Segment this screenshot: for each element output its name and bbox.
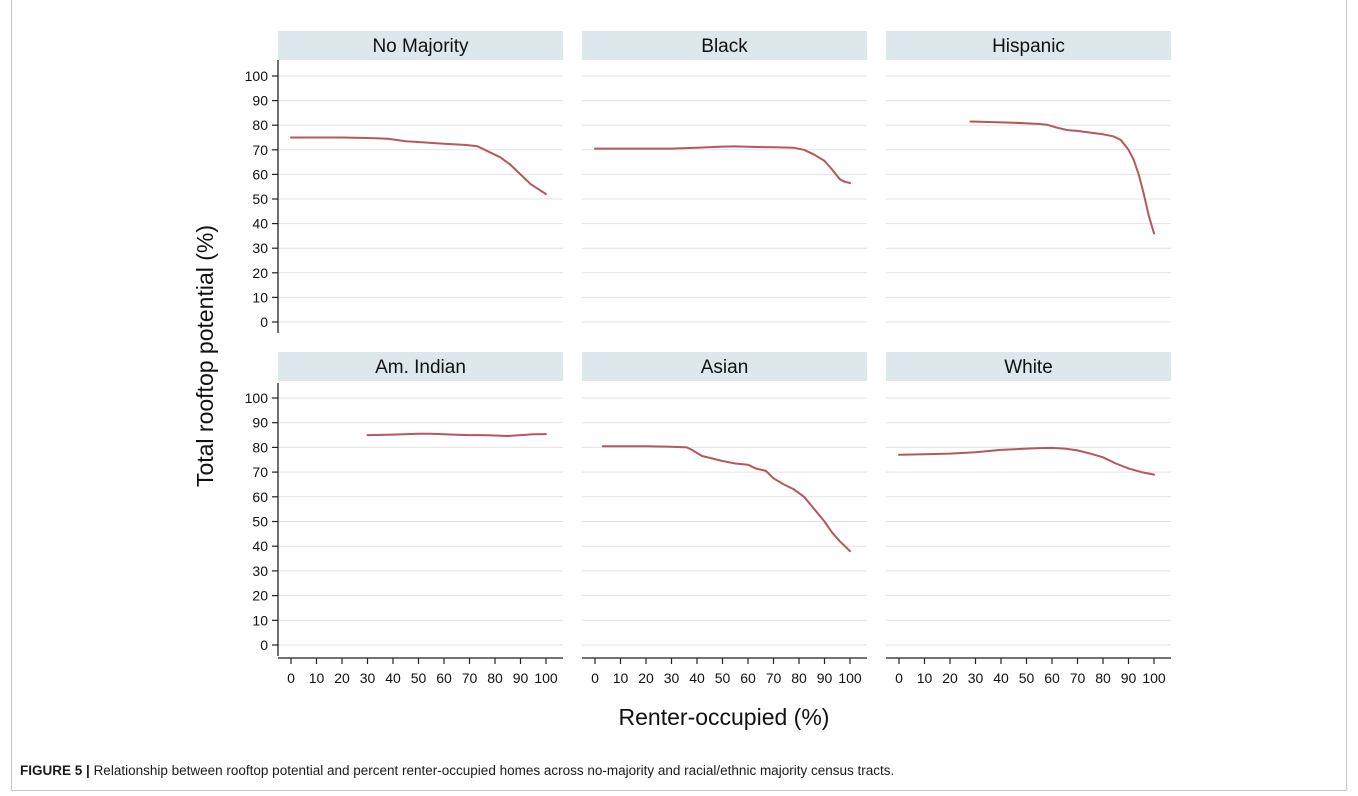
y-tick-label: 10: [252, 612, 268, 628]
y-tick-label: 100: [245, 68, 269, 84]
x-tick-label: 50: [1019, 670, 1035, 686]
y-tick-label: 20: [252, 588, 268, 604]
y-tick-label: 100: [245, 390, 269, 406]
panel-title: No Majority: [372, 36, 469, 57]
x-tick-label: 100: [534, 670, 558, 686]
x-tick-label: 100: [838, 670, 862, 686]
x-tick-label: 60: [740, 670, 756, 686]
x-tick-label: 60: [1044, 670, 1060, 686]
y-tick-label: 60: [252, 489, 268, 505]
panel-title: White: [1004, 357, 1053, 378]
x-tick-label: 90: [1121, 670, 1137, 686]
y-tick-label: 30: [252, 563, 268, 579]
x-tick-label: 50: [715, 670, 731, 686]
figure-caption: FIGURE 5 | Relationship between rooftop …: [20, 763, 1340, 778]
y-tick-label: 0: [260, 314, 268, 330]
panel-title: Am. Indian: [375, 357, 466, 378]
y-tick-label: 40: [252, 538, 268, 554]
figure-caption-label: FIGURE 5 |: [20, 763, 90, 778]
y-tick-label: 50: [252, 191, 268, 207]
panel-strip: [582, 352, 867, 381]
series-line: [594, 145, 851, 184]
figure-caption-text: Relationship between rooftop potential a…: [93, 763, 895, 778]
y-tick-label: 60: [252, 166, 268, 182]
x-tick-label: 70: [766, 670, 782, 686]
y-axis-label: Total rooftop potential (%): [192, 225, 218, 487]
x-tick-label: 0: [591, 670, 599, 686]
x-tick-label: 90: [513, 670, 529, 686]
series-line: [969, 120, 1155, 235]
panel-title: Black: [701, 36, 748, 57]
panel-strip: [278, 31, 563, 60]
x-tick-label: 30: [968, 670, 984, 686]
x-tick-label: 30: [360, 670, 376, 686]
x-tick-label: 40: [993, 670, 1009, 686]
series-line: [601, 445, 851, 553]
x-tick-label: 50: [411, 670, 427, 686]
panel-title: Asian: [701, 357, 749, 378]
y-tick-label: 40: [252, 216, 268, 232]
x-tick-label: 20: [942, 670, 958, 686]
y-tick-label: 30: [252, 240, 268, 256]
x-tick-label: 70: [462, 670, 478, 686]
x-tick-label: 20: [638, 670, 654, 686]
x-tick-label: 40: [385, 670, 401, 686]
y-tick-label: 70: [252, 464, 268, 480]
x-axis-label: Renter-occupied (%): [619, 704, 830, 730]
x-tick-label: 10: [309, 670, 325, 686]
x-tick-label: 40: [689, 670, 705, 686]
series-line: [290, 136, 547, 196]
x-tick-label: 80: [1095, 670, 1111, 686]
panel-asian: Asian 0 10 20 30 40 50 60 70 80 90 100: [582, 352, 867, 686]
series-line: [366, 432, 547, 437]
x-tick-label: 20: [334, 670, 350, 686]
panel-strip: [886, 352, 1171, 381]
y-tick-label: 90: [252, 93, 268, 109]
y-tick-label: 0: [260, 637, 268, 653]
panel-white: White 0 10 20 30 40 50 60 70 80 90 100: [886, 352, 1171, 686]
x-tick-label: 10: [613, 670, 629, 686]
y-tick-label: 50: [252, 514, 268, 530]
y-tick-label: 80: [252, 117, 268, 133]
x-tick-label: 0: [287, 670, 295, 686]
x-tick-label: 0: [895, 670, 903, 686]
panel-no-majority: No Majority 0 10 20 30 40 50 60 70 80 90 100: [245, 31, 563, 333]
panel-hispanic: Hispanic: [886, 31, 1171, 323]
x-tick-label: 80: [791, 670, 807, 686]
y-tick-label: 20: [252, 265, 268, 281]
panel-strip: [886, 31, 1171, 60]
x-tick-label: 100: [1142, 670, 1166, 686]
y-tick-label: 90: [252, 415, 268, 431]
x-tick-label: 80: [487, 670, 503, 686]
y-tick-label: 70: [252, 142, 268, 158]
x-tick-label: 30: [664, 670, 680, 686]
series-line: [898, 446, 1155, 476]
panel-strip: [582, 31, 867, 60]
panel-am-indian: Am. Indian 0 10 20 30 40 50 60 70 80 90 100 0 10 20 30 4…: [245, 352, 563, 686]
panel-black: Black: [582, 31, 867, 323]
x-tick-label: 10: [917, 670, 933, 686]
figure-frame: [11, 0, 1347, 791]
y-tick-label: 80: [252, 439, 268, 455]
panel-strip: [278, 352, 563, 381]
x-tick-label: 70: [1070, 670, 1086, 686]
y-tick-label: 10: [252, 289, 268, 305]
panel-title: Hispanic: [992, 36, 1065, 57]
x-tick-label: 90: [817, 670, 833, 686]
x-tick-label: 60: [436, 670, 452, 686]
